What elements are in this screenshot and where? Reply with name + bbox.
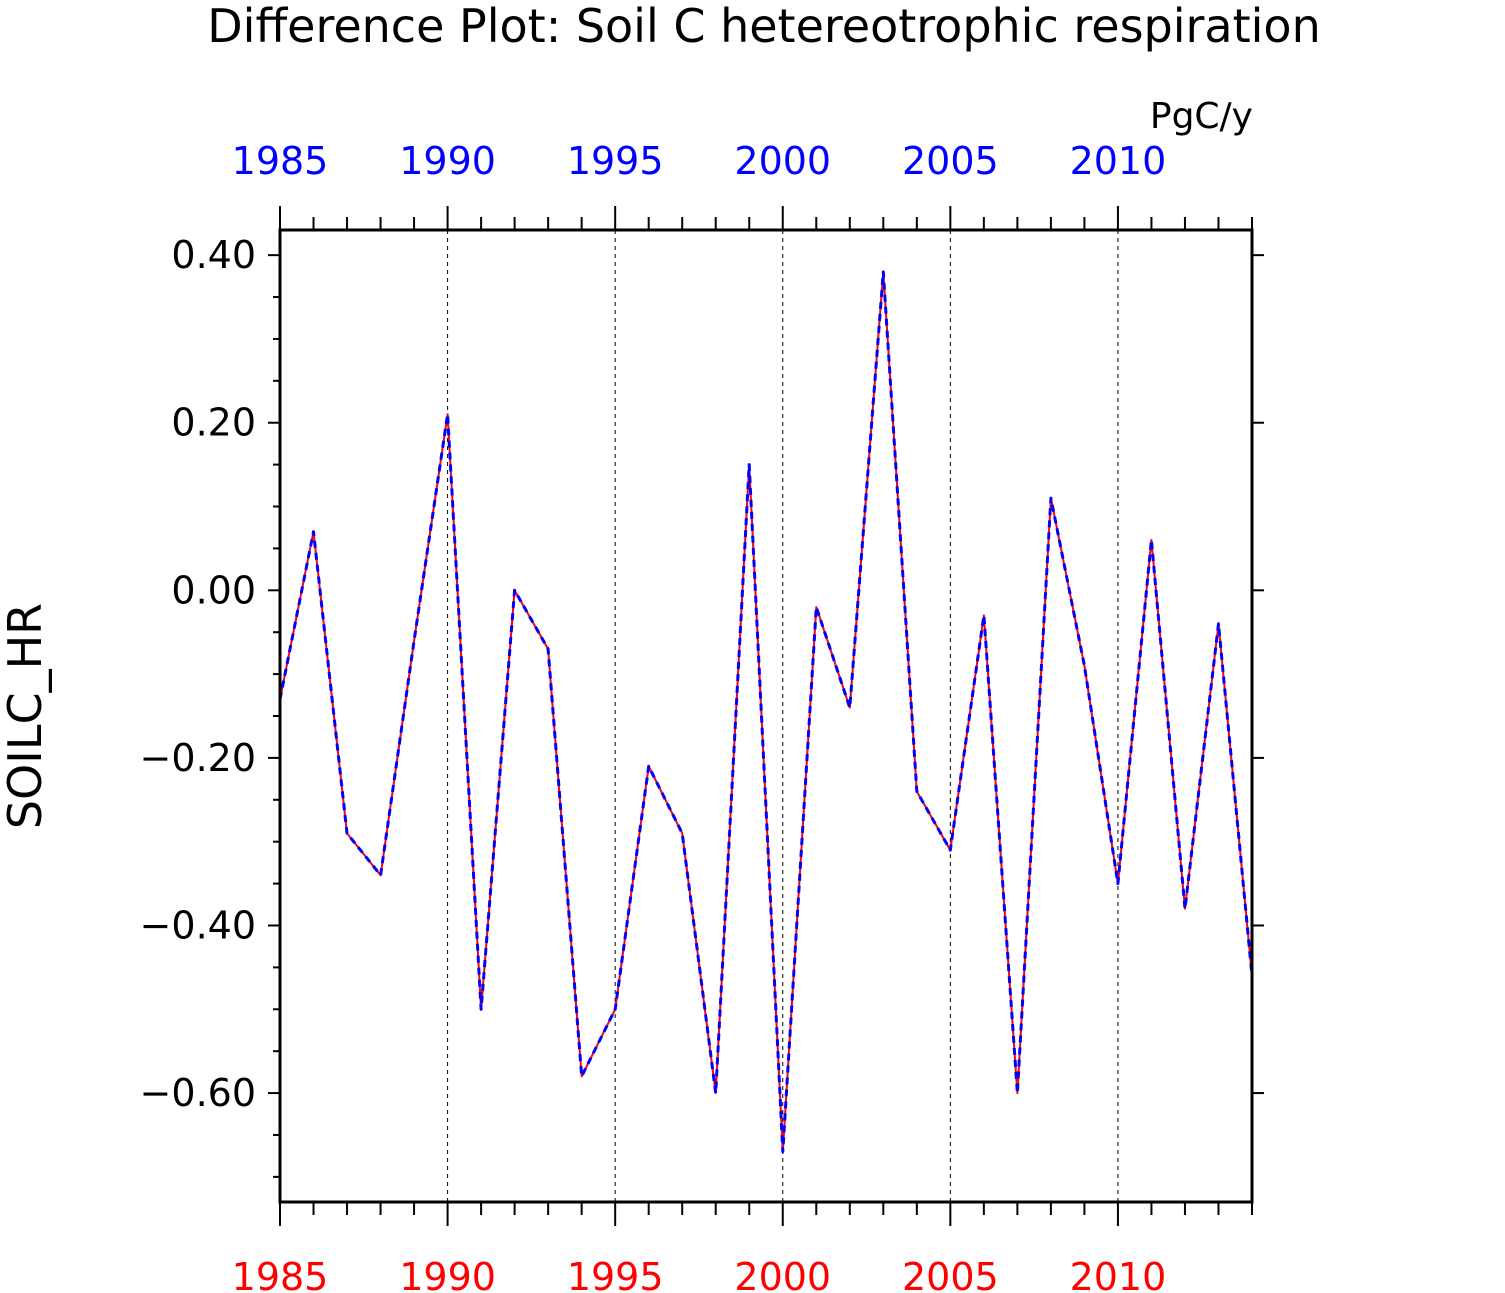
units-label: PgC/y	[1150, 96, 1253, 137]
x-tick-label-top: 2000	[734, 139, 831, 183]
x-tick-label-bottom: 1990	[399, 1255, 496, 1293]
y-axis-label: SOILC_HR	[0, 603, 52, 829]
series-line-solid	[279, 270, 1253, 1153]
x-tick-label-top: 2010	[1070, 139, 1167, 183]
x-tick-label-bottom: 1985	[232, 1255, 329, 1293]
series-layer	[278, 270, 1254, 1154]
y-axis-ticks: 0.40 0.20 0.00 −0.20 −0.40 −0.60	[140, 233, 1264, 1178]
y-tick-label: −0.20	[140, 736, 256, 780]
x-tick-label-bottom: 1995	[567, 1255, 664, 1293]
chart-title: Difference Plot: Soil C hetereotrophic r…	[207, 0, 1320, 53]
y-tick-label: −0.60	[140, 1071, 256, 1115]
y-tick-label: 0.40	[171, 233, 256, 277]
y-tick-label: 0.20	[171, 401, 256, 445]
x-tick-label-top: 1985	[232, 139, 329, 183]
y-tick-label: −0.40	[140, 903, 256, 947]
x-tick-label-bottom: 2000	[734, 1255, 831, 1293]
series-line-dashed	[278, 270, 1254, 1154]
x-tick-label-top: 1995	[567, 139, 664, 183]
x-tick-label-top: 1990	[399, 139, 496, 183]
y-tick-label: 0.00	[171, 568, 256, 612]
x-tick-label-top: 2005	[902, 139, 999, 183]
x-tick-label-bottom: 2005	[902, 1255, 999, 1293]
plot-frame	[278, 228, 1254, 1204]
grid-lines	[447, 230, 1119, 1202]
x-axis-ticks: 1985 1985 1990 1990 1995 1995 2000 2000 2005 2005…	[232, 139, 1253, 1293]
x-tick-label-bottom: 2010	[1070, 1255, 1167, 1293]
